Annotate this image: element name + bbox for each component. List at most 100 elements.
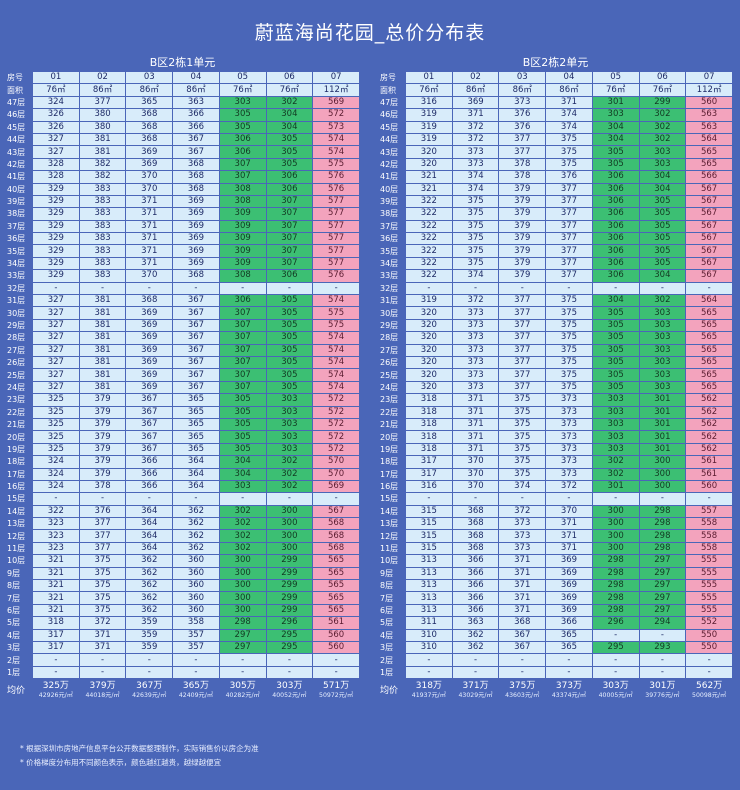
price-cell: 303 [591,393,640,407]
price-cell: 379 [78,417,127,432]
price-cell: 367 [172,368,220,382]
average-total: 325万 [42,681,69,692]
price-cell: 567 [685,244,733,258]
price-cell: 565 [312,603,360,618]
floor-row: 30层 320 373 377 375 305 303 565 [378,306,733,320]
price-cell: 304 [638,182,687,196]
unit-block-title: B区2栋1单元 [149,56,216,69]
price-cell: 301 [638,393,687,407]
floor-label: 8层 [7,581,21,591]
price-cell: 371 [125,232,174,246]
price-cell: 325 [32,393,80,407]
footnote: * 价格梯度分布用不同颜色表示，颜色越红越贵，越绿越便宜 [20,758,222,767]
price-cell: 375 [545,331,593,345]
price-cell: 306 [265,269,314,283]
price-cell: 297 [638,603,687,618]
price-cell: 304 [638,170,687,184]
floor-row: 22层 318 371 375 373 303 301 562 [378,405,733,419]
price-cell: 322 [405,194,453,209]
price-cell: 371 [498,578,547,593]
price-cell: 370 [125,182,174,196]
price-cell: - [685,665,733,680]
price-cell: 367 [172,331,220,345]
price-cell: 322 [405,244,453,258]
floor-row: 24层 320 373 377 375 305 303 565 [378,380,733,395]
price-cell: 298 [638,541,687,556]
floor-row: 12层 315 368 373 371 300 298 558 [378,529,733,543]
price-cell: 324 [32,479,80,494]
floor-row: 19层 325 379 367 365 305 303 572 [5,442,360,457]
floor-row: 3层 317 371 359 357 297 295 560 [5,640,360,655]
price-cell: - [312,665,360,680]
unit-area: 76㎡ [218,83,267,97]
price-cell: - [32,281,80,296]
price-cell: 369 [125,331,174,345]
price-cell: 302 [218,504,267,519]
price-cell: 300 [638,479,687,494]
floor-row: 16层 316 370 374 372 301 300 560 [378,479,733,494]
price-cell: 560 [312,640,360,655]
floor-row: 47层 324 377 365 363 303 302 569 [5,95,360,110]
price-cell: 562 [685,430,733,444]
price-cell: 303 [218,95,267,110]
price-cell: 308 [218,182,267,196]
price-cell: 321 [405,182,453,196]
price-cell: 577 [312,256,360,271]
price-cell: 377 [545,219,593,234]
floor-label: 38层 [7,209,26,219]
price-cell: - [218,492,267,506]
price-cell: 562 [685,405,733,419]
price-cell: 303 [591,417,640,432]
price-cell: 374 [545,120,593,134]
price-cell: 371 [78,640,127,655]
floor-label: 47层 [380,97,399,107]
price-cell: 360 [172,603,220,618]
price-cell: 373 [545,405,593,419]
average-total: 375万 [509,681,536,692]
price-cell: 305 [218,120,267,134]
floor-label: 3层 [7,643,21,653]
price-cell: 302 [265,455,314,469]
price-cell: 380 [78,108,127,122]
price-cell: 327 [32,380,80,395]
price-cell: 297 [638,566,687,581]
price-cell: 305 [591,306,640,320]
floor-row: 43层 327 381 369 367 306 305 574 [5,145,360,159]
floor-label: 3层 [380,643,394,653]
price-cell: 301 [638,417,687,432]
price-cell: 317 [405,467,453,481]
average-cell: 375万 43603元/㎡ [499,679,546,704]
price-cell: 296 [265,616,314,630]
average-unit-price: 40282元/㎡ [225,692,260,700]
floor-row: 46层 326 380 368 366 305 304 572 [5,108,360,122]
floor-row: 40层 329 383 370 368 308 306 576 [5,182,360,196]
price-cell: 383 [78,269,127,283]
price-cell: 302 [591,467,640,481]
room-number: 02 [451,70,500,85]
price-cell: 364 [172,467,220,481]
room-number: 04 [172,70,220,85]
average-label: 均价 [380,685,399,696]
price-cell: 568 [312,517,360,531]
price-cell: 572 [312,405,360,419]
price-cell: 383 [78,232,127,246]
price-cell: 365 [172,430,220,444]
floor-label: 15层 [380,494,399,504]
room-number: 01 [405,70,453,85]
floor-label: 36层 [7,234,26,244]
floor-label: 22层 [7,407,26,417]
price-cell: 367 [125,405,174,419]
price-cell: 367 [172,294,220,308]
price-cell: 318 [405,393,453,407]
floor-row: 38层 329 383 371 369 309 307 577 [5,207,360,221]
price-cell: 372 [451,294,500,308]
price-cell: - [638,628,687,642]
average-cell: 303万 40052元/㎡ [266,679,313,704]
price-cell: 327 [32,355,80,370]
price-cell: 366 [451,603,500,618]
price-cell: 318 [405,430,453,444]
price-cell: 329 [32,207,80,221]
price-cell: 367 [125,393,174,407]
floor-label: 14层 [7,506,26,516]
floor-label: 14层 [380,506,399,516]
